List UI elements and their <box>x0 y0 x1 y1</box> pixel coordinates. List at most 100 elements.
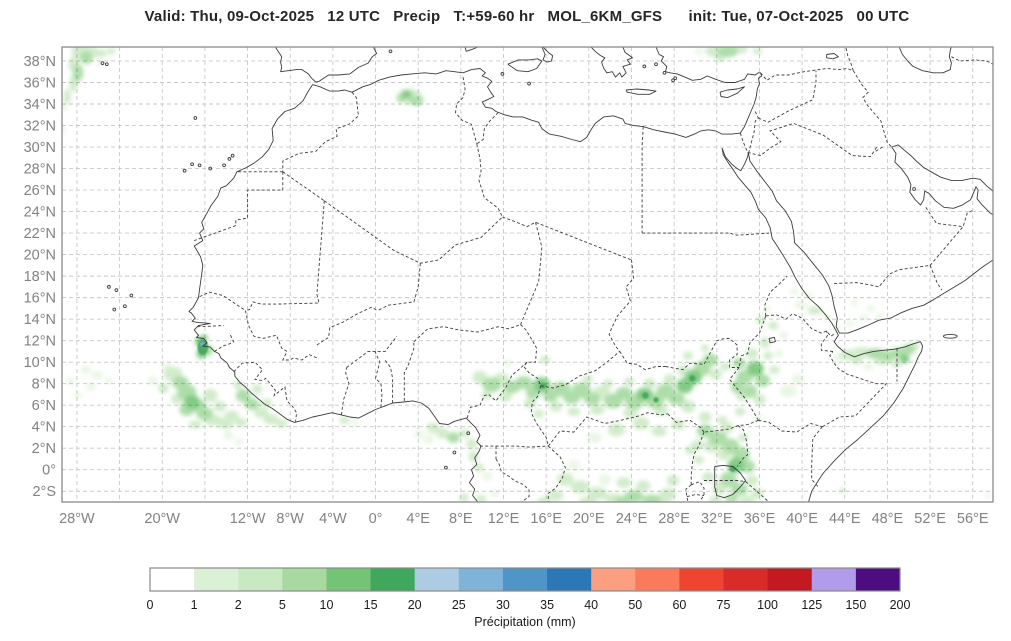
lat-tick-label: 24°N <box>24 205 56 221</box>
border-path <box>929 210 973 266</box>
border-path <box>244 310 320 361</box>
precip-cell <box>702 353 718 367</box>
border-path <box>765 313 836 337</box>
border-path <box>476 143 503 218</box>
precip-cell <box>622 407 638 419</box>
colorbar-tick-label: 2 <box>235 598 242 612</box>
precip-cell <box>533 409 544 419</box>
border-path <box>747 122 878 158</box>
coastline-path <box>719 86 745 99</box>
lat-tick-label: 34°N <box>24 97 56 113</box>
border-path <box>667 413 705 433</box>
precip-cell <box>684 446 696 455</box>
island <box>222 163 226 168</box>
coastline-path <box>721 148 924 502</box>
precip-cell <box>672 419 685 430</box>
precip-cell <box>745 475 759 486</box>
precip-cell <box>261 398 273 408</box>
border-path <box>852 70 893 148</box>
island <box>182 168 187 173</box>
lat-tick-label: 6°N <box>32 398 56 414</box>
colorbar-ticks: 0 1 2 5 10 15 20 25 30 35 40 50 60 75 100 125 150 200 <box>147 598 911 612</box>
colorbar-tick-label: 150 <box>845 598 866 612</box>
precip-cell <box>890 360 902 369</box>
border-path <box>738 315 767 368</box>
border-path <box>520 222 543 325</box>
island-socotra <box>942 333 958 339</box>
precip-cell <box>515 376 533 390</box>
precip-cell <box>746 361 764 377</box>
island <box>107 285 111 289</box>
precip-cell <box>651 425 667 437</box>
precip-cell <box>635 480 651 492</box>
border-path <box>374 350 383 408</box>
precip-cell <box>738 433 749 442</box>
precip-cell <box>666 475 680 486</box>
colorbar-tick-label: 0 <box>147 598 154 612</box>
island <box>500 72 505 76</box>
colorbar-segment <box>238 568 283 591</box>
lat-tick-label: 38°N <box>24 54 56 70</box>
precip-cell <box>472 370 488 384</box>
precip-cell <box>850 355 863 365</box>
precip-cell <box>85 383 97 391</box>
border-path <box>834 264 931 288</box>
precip-cell <box>727 457 745 473</box>
precip-cell <box>80 51 93 65</box>
precip-cell <box>739 495 755 502</box>
border-path <box>233 361 298 423</box>
precip-cell <box>490 489 500 498</box>
lon-tick-label: 28°W <box>59 511 95 527</box>
precip-cell <box>408 96 424 106</box>
lon-axis: 28°W 20°W 12°W 8°W 4°W 0° 4°E 8°E 12°E 16°E 20°E 24… <box>59 511 989 527</box>
precip-cell <box>551 381 571 397</box>
colorbar-segment <box>679 568 725 591</box>
lon-tick-label: 12°E <box>488 511 520 527</box>
precip-cell <box>721 422 734 434</box>
lon-tick-label: 16°E <box>530 511 562 527</box>
coastline-path <box>898 47 952 74</box>
border-path <box>748 111 759 153</box>
precip-cell <box>768 321 779 330</box>
precip-cell <box>253 407 269 419</box>
island <box>444 465 448 470</box>
precip-cell <box>698 411 712 423</box>
precip-cell <box>263 413 279 425</box>
precip-cell <box>466 438 477 450</box>
borders-layer <box>194 47 993 502</box>
precip-cell <box>503 359 513 368</box>
precip-cell <box>459 493 469 502</box>
colorbar-tick-label: 100 <box>757 598 778 612</box>
lon-tick-label: 0° <box>369 511 383 527</box>
lon-tick-label: 12°W <box>230 511 266 527</box>
precip-cell <box>523 397 537 409</box>
lat-tick-label: 12°N <box>24 334 56 350</box>
precip-cell <box>244 398 260 410</box>
precip-cell <box>720 471 737 487</box>
precip-core-layer <box>197 339 736 472</box>
precip-cell <box>73 392 83 399</box>
colorbar-segment <box>414 568 460 591</box>
precip-cell <box>624 377 635 386</box>
border-path <box>197 325 225 328</box>
lat-axis: 38°N 36°N 34°N 32°N 30°N 28°N 26°N 24°N 22°N 20°N… <box>24 54 56 500</box>
precip-cell <box>821 313 832 321</box>
island <box>208 166 213 171</box>
lat-tick-label: 30°N <box>24 140 56 156</box>
precip-cell <box>447 432 460 443</box>
precip-cell <box>708 431 728 446</box>
island <box>190 162 194 167</box>
precip-cell <box>567 460 581 471</box>
island <box>654 62 658 67</box>
precip-cell <box>458 428 470 438</box>
precip-cell <box>481 391 492 400</box>
precip-cell <box>839 487 846 493</box>
precip-cell <box>401 90 412 99</box>
border-path <box>530 385 549 447</box>
lon-tick-label: 4°W <box>319 511 347 527</box>
precip-cell <box>468 451 479 463</box>
lat-tick-label: 26°N <box>24 183 56 199</box>
border-path <box>480 445 549 448</box>
precip-cell <box>680 399 696 413</box>
